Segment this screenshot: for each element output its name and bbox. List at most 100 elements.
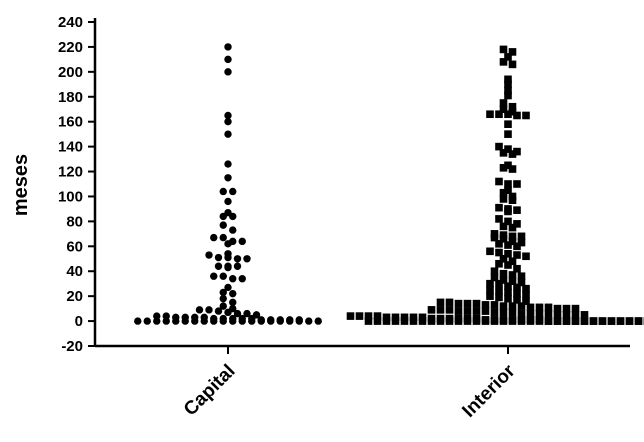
data-point	[526, 317, 535, 325]
data-point	[427, 317, 436, 325]
data-point	[562, 311, 571, 319]
y-tick-label: -20	[61, 338, 83, 355]
data-point	[229, 212, 237, 221]
data-point	[224, 43, 232, 51]
data-point	[504, 80, 512, 89]
y-tick-label: 180	[58, 89, 83, 106]
data-point	[224, 283, 232, 292]
data-point	[205, 251, 213, 259]
data-point	[499, 99, 508, 107]
data-point	[210, 317, 218, 325]
data-point	[257, 317, 265, 325]
data-point	[504, 249, 512, 258]
data-point	[508, 150, 517, 158]
data-point	[508, 48, 517, 56]
data-point	[504, 53, 512, 61]
data-point	[445, 306, 454, 314]
data-point	[504, 161, 512, 170]
data-point	[463, 317, 472, 325]
data-point	[134, 317, 142, 325]
data-point	[486, 110, 494, 119]
data-point	[504, 75, 512, 84]
data-point	[364, 312, 373, 320]
data-point	[486, 279, 494, 288]
data-point	[508, 107, 517, 116]
data-point	[513, 296, 521, 304]
data-point	[499, 222, 508, 231]
category-label: Interior	[458, 360, 520, 422]
data-point	[504, 294, 512, 303]
data-point	[535, 303, 544, 312]
data-point	[499, 235, 508, 243]
data-point	[454, 299, 463, 308]
data-point	[495, 215, 503, 223]
data-point	[267, 317, 275, 325]
data-point	[571, 304, 580, 313]
data-point	[238, 317, 246, 325]
data-point	[508, 60, 517, 69]
data-point	[513, 206, 521, 214]
data-point	[495, 240, 503, 248]
data-point	[499, 308, 508, 317]
y-tick-label: 200	[58, 64, 83, 81]
data-point	[634, 317, 643, 325]
data-point	[224, 160, 232, 168]
data-point	[504, 86, 512, 95]
data-point	[495, 142, 503, 151]
data-point	[224, 130, 232, 138]
data-point	[481, 301, 490, 309]
x-axis: Capital Interior	[95, 344, 630, 422]
data-point	[625, 317, 634, 325]
data-point	[409, 317, 418, 325]
data-point	[499, 317, 508, 325]
data-point	[418, 317, 427, 325]
y-axis: -20 0 20 40 60 80 100 120 140 160 180 200 220 240	[58, 14, 97, 355]
data-point	[238, 237, 246, 246]
data-point	[229, 187, 237, 196]
data-point	[504, 217, 512, 226]
data-point	[486, 292, 494, 300]
data-point	[219, 233, 227, 242]
data-point	[495, 279, 503, 288]
category-label: Capital	[180, 361, 240, 421]
data-point	[295, 317, 303, 325]
data-point	[454, 307, 463, 315]
data-point	[553, 311, 562, 319]
data-point	[495, 203, 503, 212]
data-point	[508, 277, 517, 285]
data-point	[490, 233, 499, 242]
data-point	[504, 130, 512, 138]
data-point	[504, 180, 512, 188]
y-tick-label: 40	[66, 263, 83, 280]
data-point	[276, 317, 284, 325]
data-point	[191, 317, 199, 325]
data-point	[486, 247, 494, 256]
data-point	[490, 317, 499, 325]
data-point	[517, 278, 526, 287]
y-tick-label: 220	[58, 39, 83, 56]
data-point	[553, 317, 562, 325]
data-point	[513, 264, 521, 273]
data-point	[205, 306, 213, 314]
data-point	[526, 303, 535, 312]
y-axis-title: meses	[10, 154, 32, 216]
data-point	[508, 302, 517, 310]
data-point	[513, 180, 521, 188]
data-point	[495, 293, 503, 302]
data-point	[486, 286, 494, 294]
data-point	[373, 317, 382, 325]
data-point	[508, 165, 517, 173]
data-point	[513, 283, 521, 292]
data-point	[508, 232, 517, 241]
data-point	[495, 177, 503, 186]
data-point	[490, 267, 499, 276]
data-point	[472, 307, 481, 315]
data-point	[598, 317, 607, 325]
data-point	[382, 317, 391, 325]
data-point	[200, 317, 208, 325]
data-point	[504, 282, 512, 290]
data-point	[490, 301, 499, 309]
data-point	[517, 272, 526, 281]
data-point	[522, 291, 530, 299]
data-point	[499, 105, 508, 114]
